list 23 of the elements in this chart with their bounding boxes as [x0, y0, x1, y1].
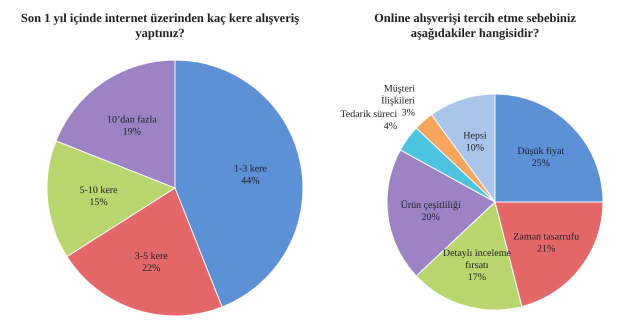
data-label: 21% [537, 244, 556, 255]
slice-label: 3-5 kere [134, 251, 168, 262]
slice-label: Hepsi [463, 130, 487, 142]
data-label: 10% [466, 142, 484, 154]
data-label: 44% [241, 176, 260, 187]
slice-label: Zaman tasarrufu [513, 232, 580, 243]
slice-label: Müşteri İlişkileri [381, 83, 416, 106]
chart-title: Online alışverişi tercih etme sebebiniz aşağıdakiler hangisidir? [374, 11, 576, 40]
slice-label: Ürün çeşitliliği [400, 199, 462, 212]
data-label: 19% [122, 126, 142, 138]
data-label: 25% [532, 158, 550, 170]
slice-label: 10’dan fazla [106, 114, 158, 126]
data-label: 3% [402, 107, 416, 118]
slice-label: Tedarik süreci [340, 108, 398, 120]
data-label: 20% [422, 212, 440, 224]
slice-label: 5-10 kere [80, 185, 118, 196]
data-label: 17% [468, 272, 486, 284]
data-label: 4% [384, 120, 398, 132]
data-label: 15% [89, 197, 108, 208]
data-label: 22% [142, 263, 160, 274]
slice-label: 1-3 kere [234, 164, 268, 175]
slice-label: Düşük fiyat [517, 146, 565, 158]
chart-title: Son 1 yıl içinde internet üzerinden kaç kere alışveriş yaptınız? [20, 11, 300, 40]
